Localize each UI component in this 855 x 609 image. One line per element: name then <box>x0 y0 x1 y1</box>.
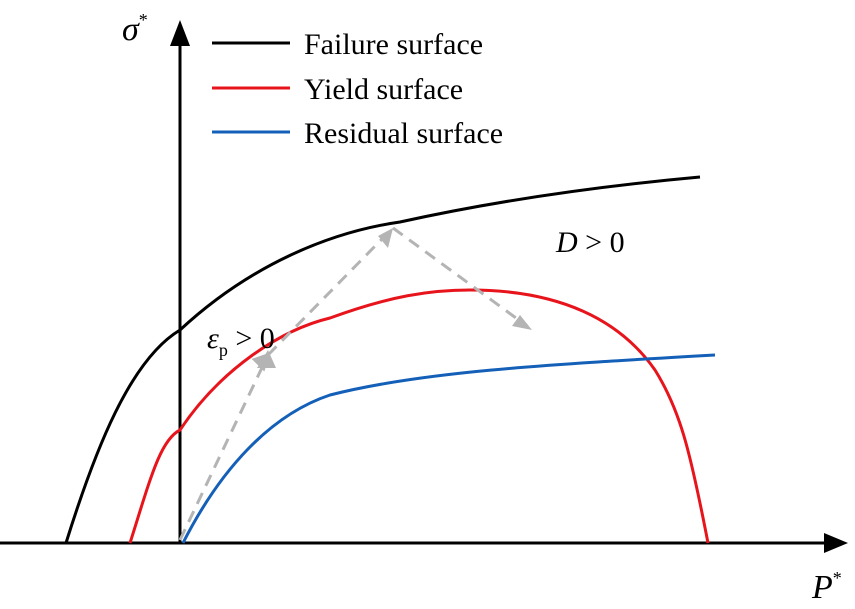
legend-label-yield: Yield surface <box>304 73 463 106</box>
y-axis-arrowhead <box>170 20 190 46</box>
legend-label-residual: Residual surface <box>304 117 503 150</box>
yield-surface-curve <box>128 288 710 544</box>
loading-path-segment-2 <box>251 234 387 372</box>
plastic-strain-annotation: εp > 0 <box>207 322 275 360</box>
y-axis-label: σ* <box>122 10 148 48</box>
legend-label-failure: Failure surface <box>304 28 483 61</box>
loading-path-arrowhead-3 <box>512 315 532 330</box>
loading-path-segment-1 <box>178 354 270 541</box>
loading-path-arrowhead-1 <box>257 350 276 368</box>
damage-annotation: D > 0 <box>555 226 625 259</box>
loading-path-arrowhead-2 <box>378 228 393 248</box>
failure-surface-curve <box>64 175 701 544</box>
x-axis-label: P* <box>811 568 842 606</box>
loading-path-segment-3 <box>392 226 528 328</box>
x-axis-arrowhead <box>824 533 848 553</box>
residual-surface-curve <box>181 353 716 544</box>
